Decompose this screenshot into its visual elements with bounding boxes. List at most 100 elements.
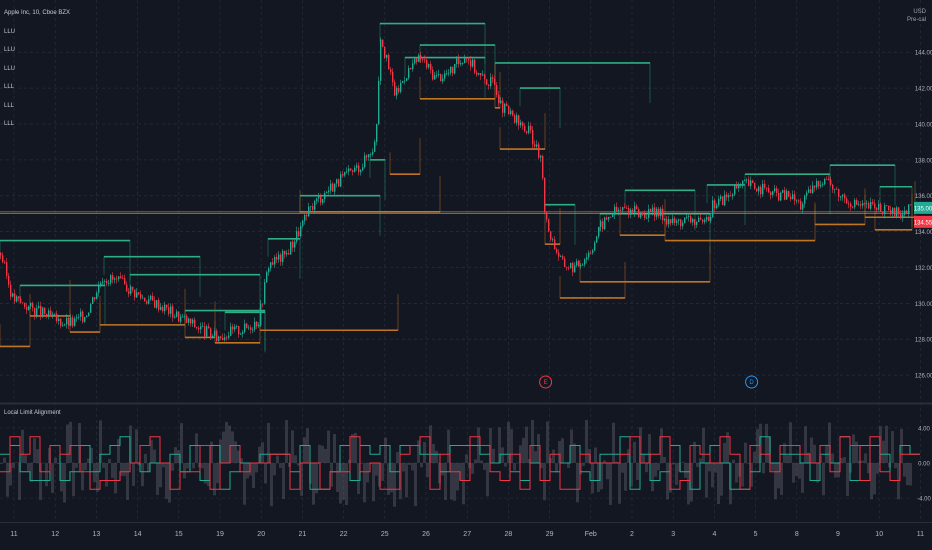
- indicator-bar: [774, 463, 777, 500]
- candle-body: [84, 317, 86, 322]
- indicator-bar: [876, 463, 879, 474]
- indicator-bar: [780, 463, 783, 496]
- candle-body: [374, 141, 376, 152]
- candle-body: [128, 291, 130, 294]
- indicator-bar: [384, 437, 387, 463]
- candle-body: [692, 219, 694, 223]
- upper-limit-step: [829, 164, 896, 206]
- candle-body: [656, 208, 658, 217]
- candle-body: [600, 221, 602, 227]
- candle-body: [684, 217, 686, 224]
- candle-body: [772, 191, 774, 196]
- candle-body: [180, 316, 182, 322]
- candle-body: [382, 39, 384, 47]
- candle-body: [184, 316, 186, 318]
- candle-body: [208, 326, 210, 329]
- candle-body: [82, 311, 84, 322]
- candle-body: [422, 58, 424, 60]
- indicator-bar: [33, 438, 36, 463]
- indicator-bar: [822, 463, 825, 496]
- candle-body: [794, 194, 796, 201]
- candle-body: [850, 203, 852, 207]
- event-marker[interactable]: D: [745, 375, 759, 389]
- indicator-bar: [816, 463, 819, 483]
- indicator-bar: [567, 463, 570, 468]
- candle-body: [520, 122, 522, 126]
- event-marker[interactable]: E: [539, 375, 553, 389]
- candle-body: [560, 256, 562, 258]
- indicator-bar: [648, 434, 651, 463]
- candle-body: [450, 66, 452, 73]
- indicator-bar: [744, 442, 747, 463]
- candle-body: [588, 252, 590, 258]
- indicator-bar: [531, 420, 534, 463]
- currency-label[interactable]: USD Pre-cal: [907, 8, 926, 24]
- candle-body: [890, 210, 892, 214]
- x-tick-label: 10: [875, 531, 883, 538]
- candle-body: [756, 188, 758, 192]
- candle-body: [758, 186, 760, 192]
- indicator-bar: [267, 422, 270, 463]
- candle-body: [704, 219, 706, 222]
- sub-price-value: 134.55: [914, 220, 932, 226]
- candle-body: [576, 261, 578, 266]
- candle-body: [862, 203, 864, 206]
- indicator-bar: [213, 463, 216, 496]
- candle-body: [596, 236, 598, 243]
- candle-body: [200, 326, 202, 330]
- candle-body: [270, 262, 272, 269]
- indicator-bar: [237, 450, 240, 463]
- indicator-bar: [303, 437, 306, 463]
- candle-body: [470, 60, 472, 67]
- candle-body: [536, 144, 538, 147]
- candle-body: [70, 317, 72, 326]
- legend-line-4: LLL: [4, 84, 15, 90]
- candle-body: [74, 318, 76, 326]
- indicator-bar: [804, 426, 807, 463]
- candle-body: [142, 297, 144, 299]
- candle-body: [170, 306, 172, 314]
- indicator-bar: [504, 463, 507, 467]
- candle-body: [250, 327, 252, 330]
- candle-body: [892, 208, 894, 214]
- candle-body: [788, 191, 790, 197]
- candle-body: [904, 210, 906, 215]
- candle-body: [546, 212, 548, 220]
- indicator-bar: [165, 463, 168, 499]
- indicator-bar: [783, 443, 786, 463]
- y-tick-label: 144.00: [915, 51, 932, 57]
- candle-body: [24, 302, 26, 308]
- x-tick-label: 8: [795, 531, 799, 538]
- candle-body: [228, 335, 230, 338]
- indicator-bar: [870, 463, 873, 500]
- indicator-bar: [483, 463, 486, 470]
- candle-body: [538, 144, 540, 158]
- indicator-bar: [510, 429, 513, 463]
- candle-body: [256, 321, 258, 327]
- candle-body: [506, 103, 508, 106]
- candle-body: [496, 85, 498, 95]
- indicator-bar: [747, 463, 750, 464]
- candle-body: [416, 58, 418, 62]
- candle-body: [54, 313, 56, 315]
- candle-body: [510, 110, 512, 115]
- candle-body: [616, 206, 618, 212]
- candle-body: [264, 282, 266, 304]
- indicator-bar: [96, 463, 99, 492]
- indicator-bar: [675, 463, 678, 485]
- candle-body: [240, 333, 242, 335]
- indicator-bar: [855, 441, 858, 463]
- indicator-bar: [75, 463, 78, 468]
- indicator-bar: [594, 447, 597, 463]
- candle-body: [60, 318, 62, 326]
- candle-body: [186, 316, 188, 323]
- candle-body: [378, 80, 380, 125]
- candle-body: [294, 241, 296, 248]
- candle-body: [234, 326, 236, 330]
- indicator-bar: [681, 462, 684, 463]
- indicator-bar: [18, 463, 21, 500]
- legend-line-5: LLL: [4, 102, 15, 109]
- indicator-bar: [297, 463, 300, 466]
- candle-body: [48, 310, 50, 317]
- candle-body: [540, 155, 542, 158]
